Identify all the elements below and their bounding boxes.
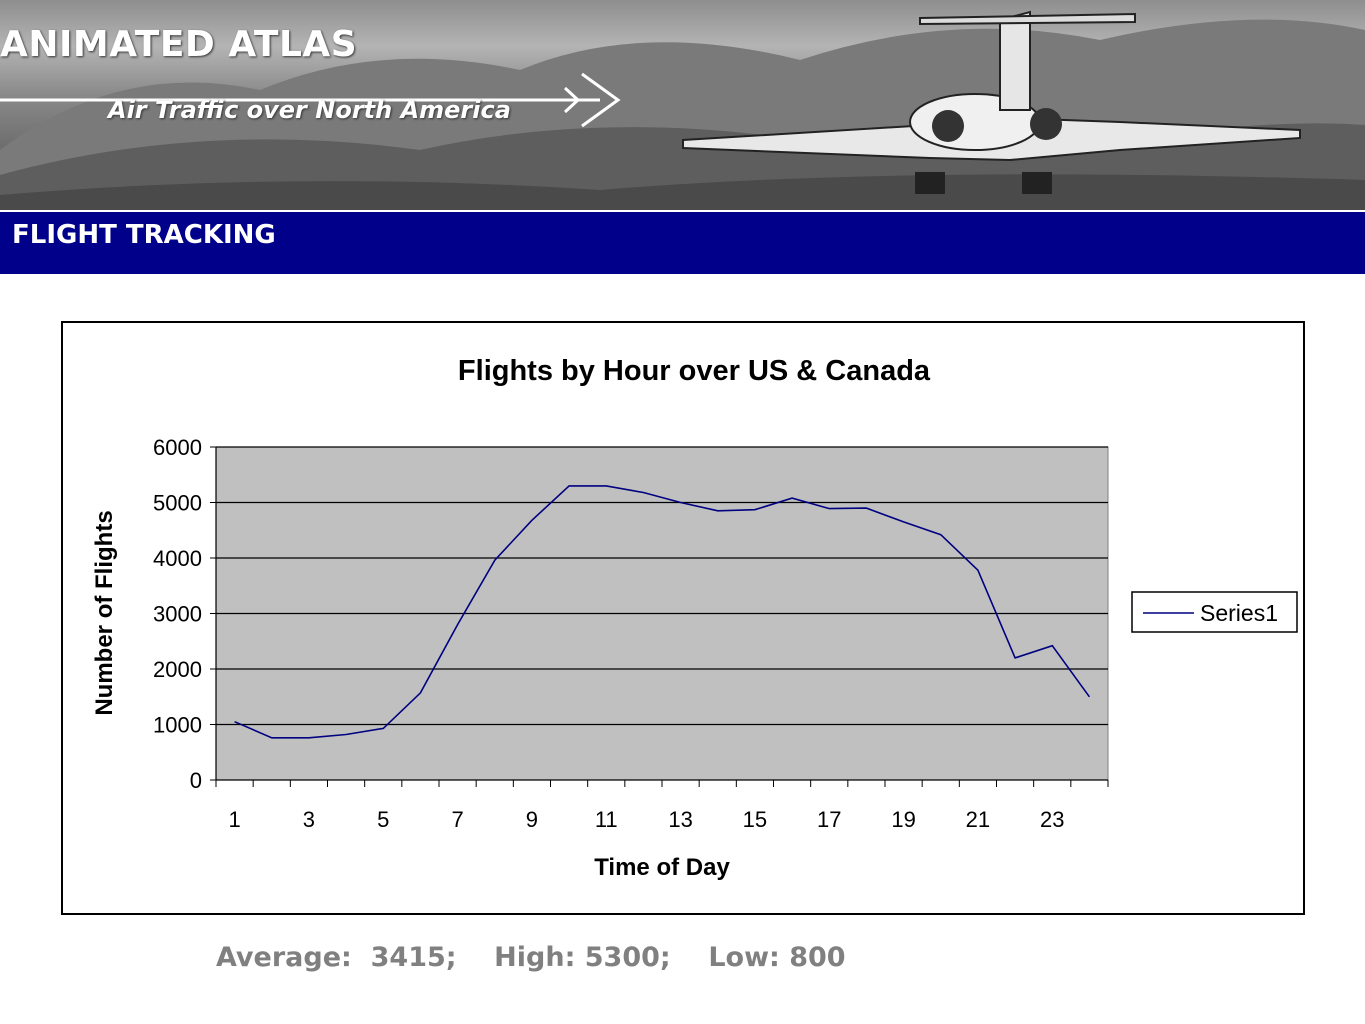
legend-box (1131, 591, 1298, 633)
chart-title: Flights by Hour over US & Canada (458, 355, 931, 387)
x-tick-label: 15 (743, 807, 767, 832)
x-tick-label: 11 (595, 807, 618, 832)
y-tick-label: 1000 (153, 713, 202, 738)
x-tick-label: 21 (966, 807, 990, 832)
stats-line: Average: 3415; High: 5300; Low: 800 (216, 942, 846, 973)
stat-low: Low: 800 (708, 942, 846, 973)
x-tick-label: 7 (451, 807, 463, 832)
y-tick-label: 3000 (153, 602, 202, 627)
x-axis-title: Time of Day (594, 854, 730, 881)
logo-title: ANIMATED ATLAS (0, 24, 358, 65)
y-tick-label: 6000 (153, 435, 202, 460)
header-banner: ANIMATED ATLAS Air Traffic over North Am… (0, 0, 1365, 210)
x-tick-label: 23 (1040, 807, 1064, 832)
x-tick-label: 9 (526, 807, 538, 832)
y-tick-label: 5000 (153, 491, 202, 516)
stat-high: High: 5300; (494, 942, 671, 973)
x-tick-label: 1 (228, 807, 240, 832)
logo-subtitle: Air Traffic over North America (108, 96, 511, 124)
x-tick-label: 17 (817, 807, 841, 832)
plane-arrow-icon (581, 72, 621, 128)
airplane-icon (682, 10, 1301, 194)
y-axis-title: Number of Flights (91, 510, 118, 715)
series-line (234, 485, 1091, 739)
section-title: FLIGHT TRACKING (12, 220, 276, 250)
stat-average: Average: 3415; (216, 942, 457, 973)
y-tick-label: 0 (190, 768, 202, 793)
x-tick-label: 13 (668, 807, 692, 832)
x-tick-label: 19 (891, 807, 915, 832)
y-tick-label: 2000 (153, 657, 202, 682)
y-tick-label: 4000 (153, 546, 202, 571)
x-tick-label: 5 (377, 807, 389, 832)
airplane-photo (0, 10, 1365, 210)
legend-label: Series1 (1200, 600, 1278, 626)
x-tick-label: 3 (303, 807, 315, 832)
section-bar (0, 212, 1365, 274)
